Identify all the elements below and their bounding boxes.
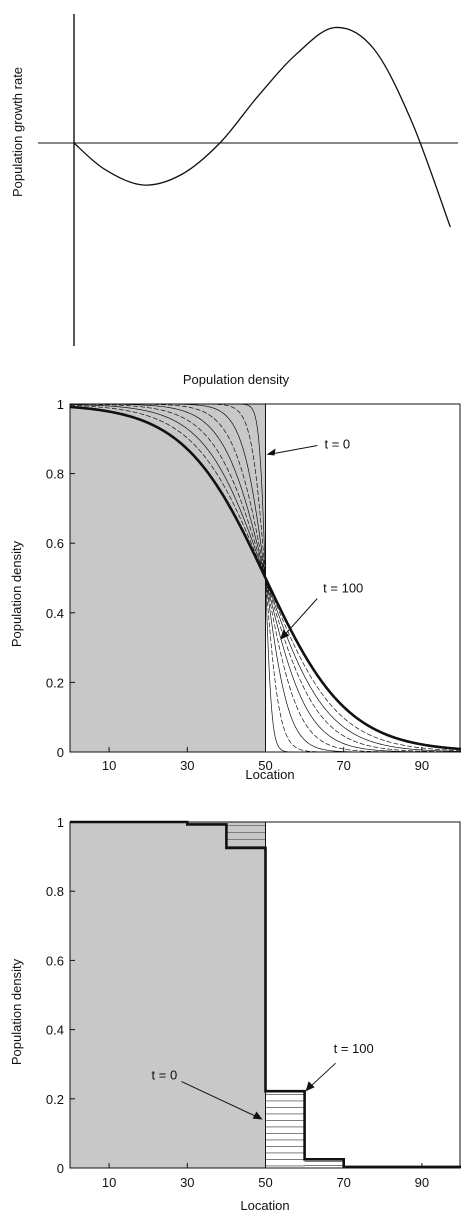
ytick-label: 0 (57, 745, 64, 760)
discrete-profile-chart: Population density Location 0 0.2 0.4 0.6 0.… (9, 815, 461, 1213)
t100-arrow-line (281, 598, 318, 638)
continuous-profile-panel: Population density Location 0 0.2 0.4 0.6 0.… (0, 392, 461, 802)
discrete-profile-panel: Population density Location 0 0.2 0.4 0.6 0.… (0, 802, 461, 1219)
ytick-label: 1 (57, 397, 64, 412)
xtick-label: 70 (336, 758, 350, 773)
t0-arrow-line (181, 1081, 261, 1120)
ytick-label: 0.8 (46, 467, 64, 482)
ytick-label: 0.4 (46, 606, 64, 621)
final-profile-t100 (69, 405, 461, 751)
ytick-label: 0.4 (46, 1023, 64, 1038)
initial-condition-area (70, 404, 266, 752)
xtick-label: 30 (180, 1175, 194, 1190)
growth-rate-panel: Population growth rate Population densit… (0, 0, 461, 392)
growth-rate-ylabel: Population growth rate (10, 67, 25, 197)
t100-arrow-line (307, 1062, 336, 1090)
t100-annotation-label: t = 100 (323, 581, 363, 596)
xtick-label: 70 (336, 1175, 350, 1190)
t0-annotation-label: t = 0 (325, 436, 351, 451)
xtick-label: 50 (258, 758, 272, 773)
final-profile-t100 (70, 820, 461, 1169)
ytick-label: 0.8 (46, 884, 64, 899)
xtick-label: 30 (180, 758, 194, 773)
t0-annotation-label: t = 0 (152, 1068, 178, 1083)
ytick-label: 0.6 (46, 953, 64, 968)
continuous-xlabel: Location (245, 767, 294, 782)
growth-rate-curve (73, 26, 451, 228)
t100-arrowhead (280, 629, 290, 640)
continuous-ylabel: Population density (9, 540, 24, 647)
growth-rate-xlabel: Population density (183, 372, 290, 387)
xtick-label: 50 (258, 1175, 272, 1190)
growth-rate-chart: Population growth rate Population densit… (10, 14, 458, 387)
intermediate-profile-8 (69, 404, 461, 752)
intermediate-profile-6 (69, 403, 461, 753)
ytick-label: 1 (57, 815, 64, 830)
ytick-label: 0.2 (46, 1092, 64, 1107)
initial-condition-area (70, 822, 266, 1168)
xtick-label: 10 (102, 1175, 116, 1190)
discrete-xlabel: Location (240, 1198, 289, 1213)
discrete-ylabel: Population density (9, 958, 24, 1065)
t0-arrowhead (266, 448, 276, 456)
continuous-profile-chart: Population density Location 0 0.2 0.4 0.6 0.… (9, 397, 461, 782)
xtick-label: 10 (102, 758, 116, 773)
ytick-label: 0.6 (46, 536, 64, 551)
xtick-label: 90 (415, 758, 429, 773)
t100-arrowhead (305, 1081, 315, 1092)
t100-annotation-label: t = 100 (334, 1041, 374, 1056)
ytick-label: 0 (57, 1161, 64, 1176)
xtick-label: 90 (415, 1175, 429, 1190)
ytick-label: 0.2 (46, 675, 64, 690)
t0-arrow-line (268, 444, 318, 455)
t0-arrowhead (252, 1111, 263, 1120)
